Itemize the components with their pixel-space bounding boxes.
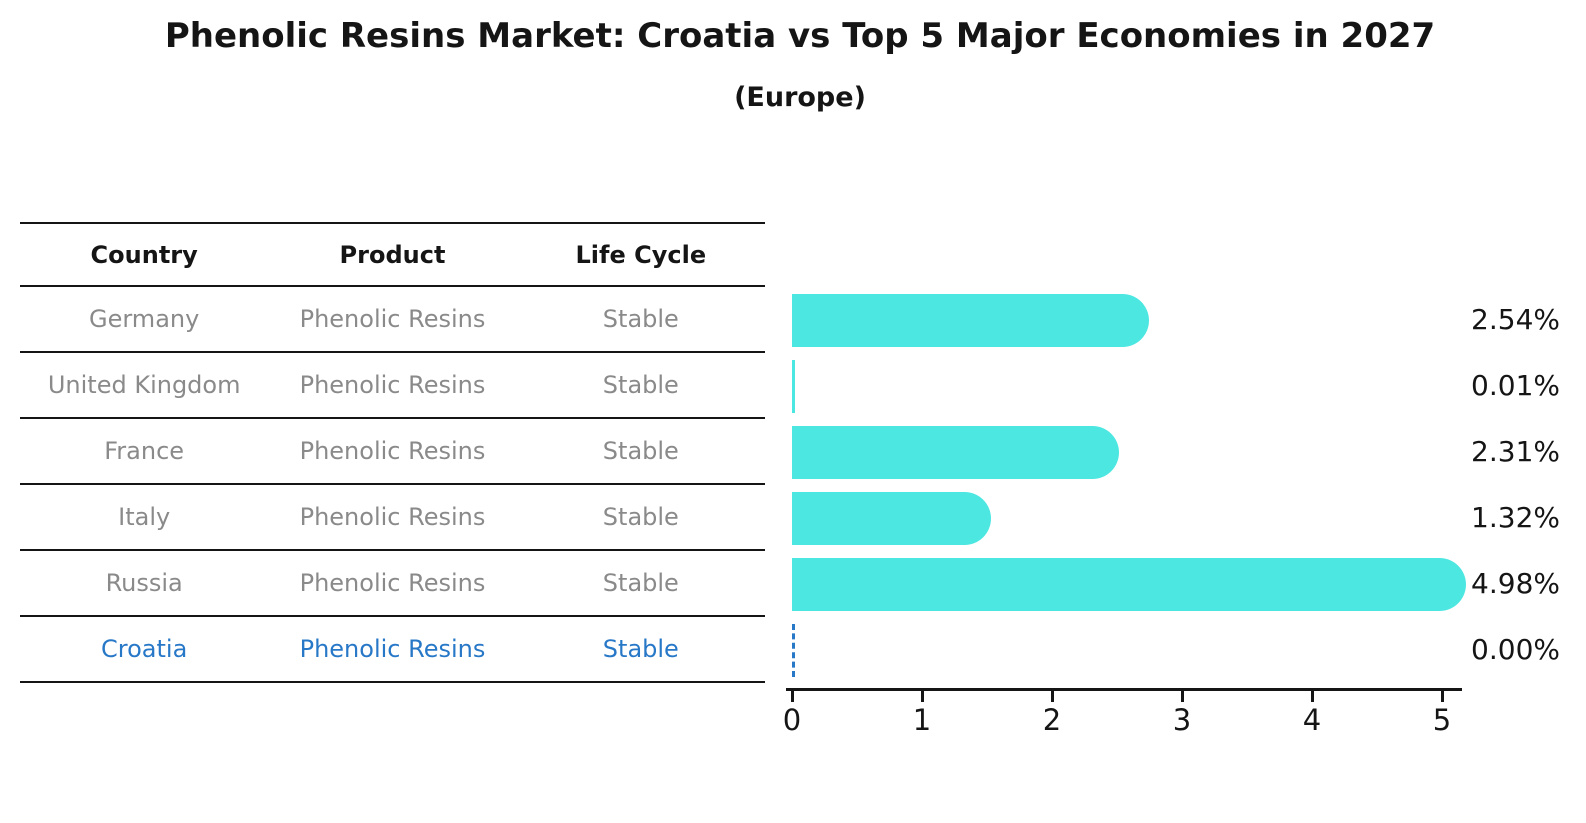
x-tick-label: 0: [782, 703, 802, 737]
header-product: Product: [339, 240, 446, 269]
table-row: Croatia Phenolic Resins Stable: [20, 617, 765, 683]
x-tick-label: 5: [1432, 703, 1452, 737]
bar-value-labels: 2.54% 0.01% 2.31% 1.32% 4.98% 0.00%: [1440, 287, 1560, 683]
table-body: Germany Phenolic Resins Stable United Kingd…: [20, 287, 765, 683]
x-tick-mark: [1441, 691, 1444, 702]
cell-product: Phenolic Resins: [299, 371, 486, 399]
x-axis-ticks: 0 1 2 3 4 5: [783, 691, 1492, 751]
x-tick-label: 2: [1042, 703, 1062, 737]
cell-country: Russia: [105, 569, 183, 597]
cell-product: Phenolic Resins: [299, 635, 486, 663]
cell-country: France: [104, 437, 185, 465]
cell-lifecycle: Stable: [602, 437, 679, 465]
x-tick-label: 1: [912, 703, 932, 737]
cell-product: Phenolic Resins: [299, 305, 486, 333]
cell-country: Germany: [89, 305, 200, 333]
cell-lifecycle: Stable: [602, 635, 679, 663]
x-tick-mark: [1311, 691, 1314, 702]
cell-product: Phenolic Resins: [299, 437, 486, 465]
bar-value-label: 0.01%: [1471, 369, 1560, 402]
cell-product: Phenolic Resins: [299, 503, 486, 531]
table-header-row: Country Product Life Cycle: [20, 222, 765, 287]
table-row: Italy Phenolic Resins Stable: [20, 485, 765, 551]
cell-lifecycle: Stable: [602, 503, 679, 531]
bar-value-label: 2.54%: [1471, 303, 1560, 336]
x-tick-mark: [1181, 691, 1184, 702]
x-tick-mark: [921, 691, 924, 702]
zero-value-dashed-marker: [792, 624, 795, 677]
bar: [792, 558, 1467, 611]
cell-country: Croatia: [101, 635, 188, 663]
header-lifecycle: Life Cycle: [575, 240, 707, 269]
chart-title: Phenolic Resins Market: Croatia vs Top 5…: [164, 16, 1436, 56]
cell-lifecycle: Stable: [602, 569, 679, 597]
cell-lifecycle: Stable: [602, 371, 679, 399]
table-row: Russia Phenolic Resins Stable: [20, 551, 765, 617]
bar: [792, 426, 1120, 479]
cell-lifecycle: Stable: [602, 305, 679, 333]
x-tick-mark: [1051, 691, 1054, 702]
country-table: Country Product Life Cycle Germany Phenol…: [20, 222, 765, 683]
x-tick-label: 3: [1172, 703, 1192, 737]
table-row: United Kingdom Phenolic Resins Stable: [20, 353, 765, 419]
bar-value-label: 0.00%: [1471, 633, 1560, 666]
bar: [792, 360, 795, 413]
cell-country: United Kingdom: [47, 371, 241, 399]
cell-product: Phenolic Resins: [299, 569, 486, 597]
bar: [792, 294, 1150, 347]
chart-subtitle: (Europe): [734, 82, 866, 113]
x-axis-line: [786, 688, 1462, 691]
x-tick-label: 4: [1302, 703, 1322, 737]
table-row: Germany Phenolic Resins Stable: [20, 287, 765, 353]
bar-value-label: 2.31%: [1471, 435, 1560, 468]
bar: [792, 492, 991, 545]
x-tick-mark: [791, 691, 794, 702]
bar-value-label: 1.32%: [1471, 501, 1560, 534]
bar-chart-plot: [792, 287, 1512, 683]
header-country: Country: [90, 240, 198, 269]
table-row: France Phenolic Resins Stable: [20, 419, 765, 485]
cell-country: Italy: [118, 503, 171, 531]
bar-value-label: 4.98%: [1471, 567, 1560, 600]
